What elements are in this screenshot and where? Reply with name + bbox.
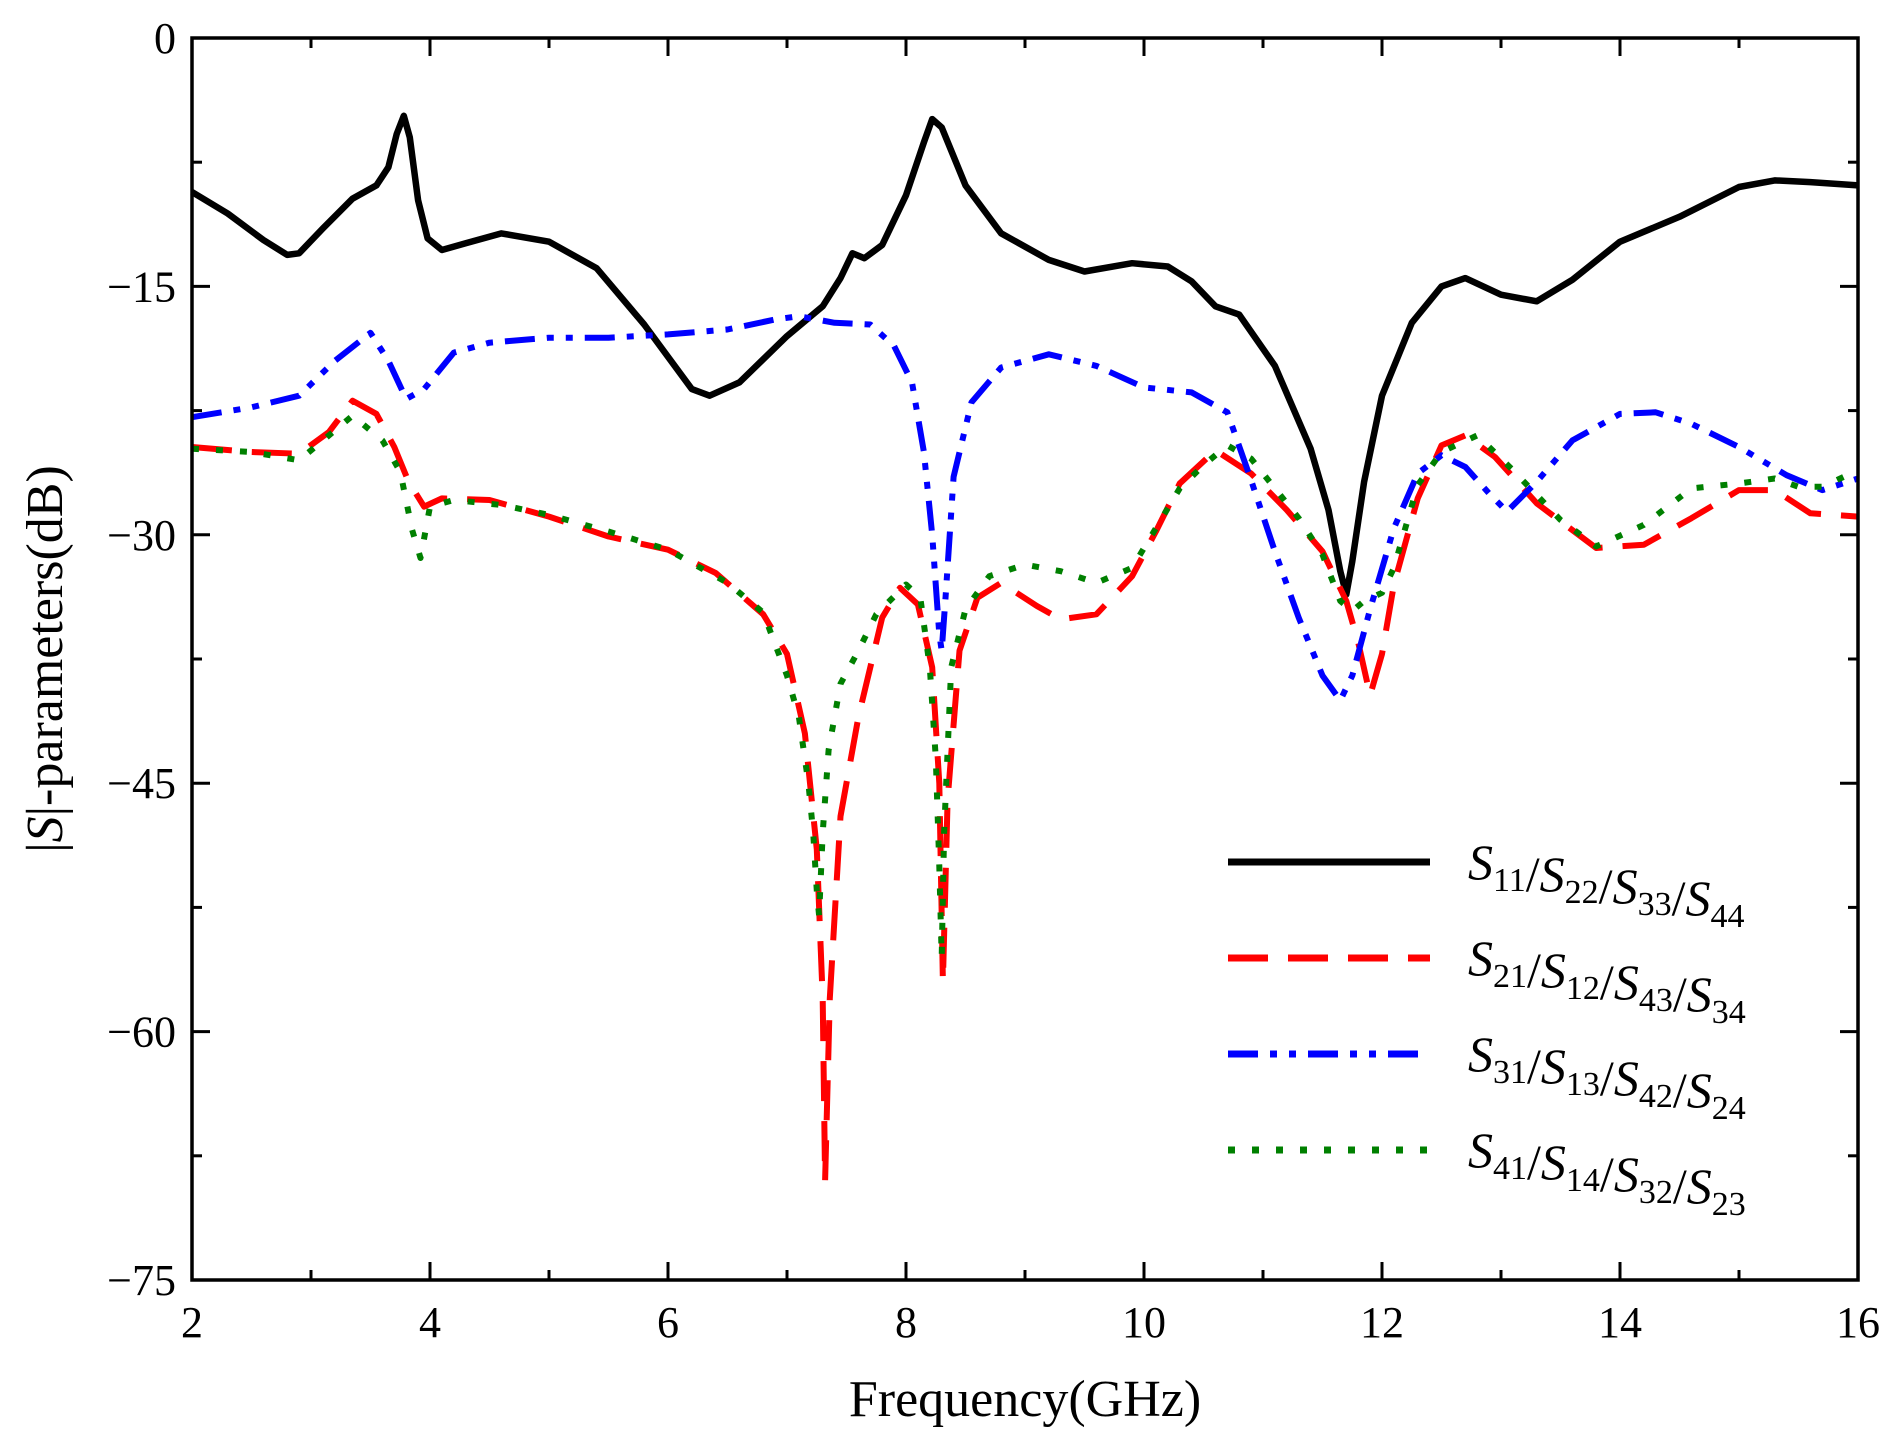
legend-term-base: S [1541, 942, 1566, 998]
legend-term-base: S [1541, 1038, 1566, 1094]
x-tick-label: 14 [1598, 1298, 1642, 1347]
legend-slash: / [1672, 870, 1686, 926]
legend-term-base: S [1687, 1158, 1712, 1214]
legend: S11/S22/S33/S44S21/S12/S43/S34S31/S13/S4… [1228, 834, 1746, 1223]
legend-slash: / [1600, 1050, 1614, 1106]
x-axis-title: Frequency(GHz) [849, 1371, 1201, 1428]
legend-slash: / [1600, 1146, 1614, 1202]
x-tick-label: 6 [657, 1298, 679, 1347]
y-tick-label: 0 [154, 14, 176, 63]
legend-slash: / [1527, 1038, 1541, 1094]
x-tick-label: 12 [1360, 1298, 1404, 1347]
y-axis-title-rest: |-parameters(dB) [17, 465, 74, 816]
series-line-1 [190, 112, 1859, 598]
series-line-3 [191, 313, 1859, 704]
legend-label-2: S21/S12/S43/S34 [1468, 930, 1746, 1031]
legend-term-sub: 44 [1710, 898, 1744, 935]
legend-label-3: S31/S13/S42/S24 [1468, 1026, 1746, 1127]
legend-term-sub: 12 [1566, 970, 1600, 1007]
y-tick-label: −60 [107, 1008, 176, 1057]
legend-slash: / [1599, 858, 1613, 914]
series-layer [190, 112, 1860, 1184]
y-tick-label: −75 [107, 1256, 176, 1305]
legend-slash: / [1527, 942, 1541, 998]
legend-term-sub: 41 [1493, 1150, 1527, 1187]
x-tick-label: 16 [1836, 1298, 1880, 1347]
legend-term-sub: 13 [1566, 1066, 1600, 1103]
legend-term-sub: 33 [1638, 886, 1672, 923]
legend-slash: / [1527, 1134, 1541, 1190]
y-axis-title-bar-left: | [17, 842, 74, 852]
legend-term-base: S [1687, 966, 1712, 1022]
series-line-2 [191, 397, 1859, 1184]
legend-label-1: S11/S22/S33/S44 [1468, 834, 1744, 935]
legend-slash: / [1526, 846, 1540, 902]
y-tick-label: −15 [107, 262, 176, 311]
legend-term-base: S [1613, 858, 1638, 914]
legend-term-sub: 34 [1712, 994, 1746, 1031]
legend-term-base: S [1540, 846, 1565, 902]
legend-term-base: S [1614, 1146, 1639, 1202]
legend-term-sub: 32 [1639, 1174, 1673, 1211]
y-axis-title-symbol: S [17, 816, 74, 842]
legend-slash: / [1673, 1062, 1687, 1118]
legend-term-sub: 14 [1566, 1162, 1600, 1199]
x-tick-label: 2 [181, 1298, 203, 1347]
y-axis-title: |S|-parameters(dB) [17, 465, 74, 853]
legend-slash: / [1673, 966, 1687, 1022]
legend-term-sub: 22 [1565, 874, 1599, 911]
y-tick-label: −45 [107, 759, 176, 808]
y-tick-label: −30 [107, 511, 176, 560]
series-line-4 [191, 412, 1860, 961]
legend-term-sub: 11 [1493, 862, 1526, 899]
tick-layer: 2 4 6 8 10 12 14 160−15−30−45−60−75 [107, 14, 1880, 1347]
legend-term-sub: 24 [1712, 1090, 1746, 1127]
legend-term-base: S [1468, 1026, 1493, 1082]
legend-term-sub: 23 [1712, 1186, 1746, 1223]
legend-term-base: S [1614, 1050, 1639, 1106]
legend-term-sub: 21 [1493, 958, 1527, 995]
legend-term-sub: 31 [1493, 1054, 1527, 1091]
x-tick-label: 10 [1122, 1298, 1166, 1347]
legend-label-4: S41/S14/S32/S23 [1468, 1122, 1746, 1223]
legend-slash: / [1600, 954, 1614, 1010]
x-tick-label: 8 [895, 1298, 917, 1347]
legend-term-sub: 42 [1639, 1078, 1673, 1115]
legend-term-base: S [1614, 954, 1639, 1010]
x-tick-label: 4 [419, 1298, 441, 1347]
legend-term-base: S [1468, 834, 1493, 890]
legend-term-base: S [1468, 1122, 1493, 1178]
legend-term-sub: 43 [1639, 982, 1673, 1019]
legend-slash: / [1673, 1158, 1687, 1214]
legend-term-base: S [1468, 930, 1493, 986]
legend-term-base: S [1685, 870, 1710, 926]
plot-frame [190, 36, 1860, 1282]
legend-term-base: S [1687, 1062, 1712, 1118]
legend-term-base: S [1541, 1134, 1566, 1190]
